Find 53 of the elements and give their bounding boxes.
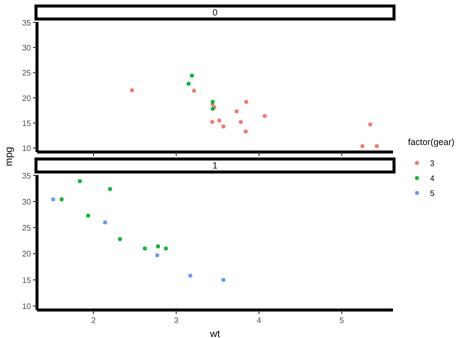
point (244, 100, 248, 104)
point (374, 144, 379, 148)
point (51, 197, 56, 202)
y-tick-label: 35 (22, 18, 32, 28)
y-tick-label: 25 (22, 224, 32, 233)
point (238, 120, 243, 124)
point (156, 244, 160, 248)
point (360, 144, 364, 148)
point (103, 220, 108, 224)
point (188, 274, 192, 278)
point (368, 122, 372, 126)
point (244, 130, 248, 134)
point (186, 82, 191, 86)
point (155, 253, 160, 258)
y-tick-label: 20 (22, 94, 32, 103)
point (210, 120, 214, 124)
x-axis-title: wt (209, 329, 220, 338)
y-tick-label: 15 (22, 276, 32, 285)
y-axis-title: mpg (4, 146, 15, 166)
point (60, 197, 64, 202)
point (221, 278, 226, 282)
x-tick-label: 4 (256, 316, 262, 325)
x-tick-label: 5 (339, 316, 344, 325)
point (130, 88, 134, 92)
point (217, 118, 222, 122)
chart-title: 0 (212, 8, 218, 18)
point (86, 214, 90, 218)
legend-label: 3 (430, 159, 435, 168)
legend-label: 5 (430, 189, 435, 198)
x-tick-label: 2 (91, 316, 96, 325)
y-tick-label: 15 (22, 118, 32, 128)
point (192, 88, 196, 93)
point (190, 74, 194, 78)
legend-label: 4 (430, 174, 435, 183)
point (142, 246, 147, 251)
y-tick-label: 20 (22, 250, 32, 259)
y-tick-label: 10 (22, 144, 32, 154)
point (108, 186, 112, 191)
point (78, 179, 82, 184)
legend-title: factor(gear) (408, 137, 455, 147)
x-tick-label: 3 (174, 316, 180, 325)
y-tick-label: 30 (22, 44, 32, 53)
point (234, 109, 239, 114)
y-tick-label: 10 (22, 302, 32, 311)
point (118, 237, 122, 242)
point (221, 124, 226, 128)
point (210, 100, 215, 104)
point (164, 246, 168, 251)
point (262, 114, 267, 118)
y-tick-label: 25 (22, 68, 32, 78)
y-tick-label: 35 (22, 171, 32, 180)
y-tick-label: 30 (22, 198, 32, 207)
chart-title: 1 (212, 160, 218, 170)
